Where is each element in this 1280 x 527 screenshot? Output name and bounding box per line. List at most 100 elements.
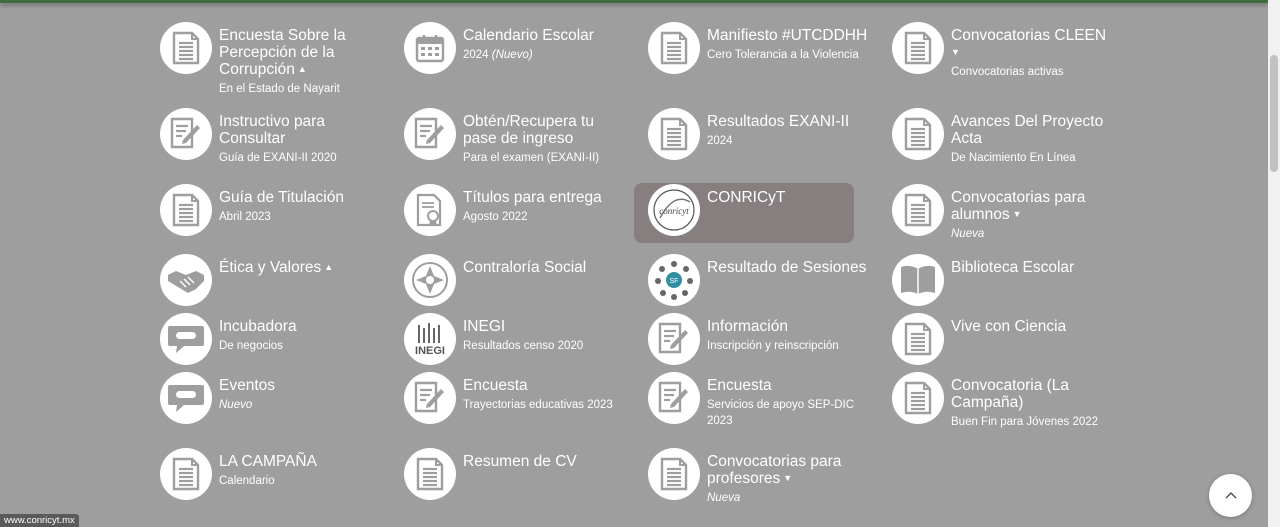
document-icon [904,117,932,151]
link-subtitle: Buen Fin para Jóvenes 2022 [951,416,1099,428]
link-subtitle: Resultados censo 2020 [463,340,584,352]
link-title: Encuesta [707,377,772,394]
link-subtitle: Guía de EXANI-II 2020 [219,152,337,164]
link-title: Resumen de CV [463,453,577,470]
link-title: Información [707,318,788,335]
link-title: Instructivo para Consultar [219,113,325,147]
link-item-manifiesto-utcddhh[interactable]: Manifiesto #UTCDDHH Cero Tolerancia a la … [648,22,878,82]
document-icon [904,381,932,415]
speech-bubble-icon [168,385,204,412]
link-icon-circle [648,313,700,365]
certificate-icon [416,193,442,227]
document-icon [660,117,688,151]
link-item-vive-con-ciencia[interactable]: Vive con Ciencia [892,313,1122,373]
link-icon-circle [160,22,212,74]
link-subtitle: Inscripción y reinscripción [707,340,839,352]
link-subtitle: 2024 [707,135,733,147]
caret-down-icon[interactable]: ▼ [783,473,793,483]
link-subtitle: Cero Tolerancia a la Violencia [707,49,859,61]
link-subtitle: Nuevo [219,399,253,411]
link-icon-circle [404,372,456,424]
link-subtitle: Nueva [951,228,985,240]
caret-down-icon[interactable]: ▼ [1012,209,1022,219]
link-icon-circle [404,184,456,236]
caret-up-icon[interactable]: ▲ [324,262,334,272]
link-icon-circle [404,108,456,160]
status-bar-url: www.conricyt.mx [0,514,79,527]
link-icon-circle [160,372,212,424]
link-item-obten-recupera-tu-pase-de-ingreso[interactable]: Obtén/Recupera tu pase de ingreso Para el … [404,108,634,168]
link-item-encuesta[interactable]: Encuesta Trayectorias educativas 2023 [404,372,634,432]
link-subtitle: Trayectorias educativas 2023 [463,399,613,411]
link-item-titulos-para-entrega[interactable]: Títulos para entrega Agosto 2022 [404,184,634,244]
link-item-resultado-de-sesiones[interactable]: SF Resultado de Sesiones [648,254,878,314]
link-item-convocatorias-para-alumnos[interactable]: Convocatorias para alumnos ▼ Nueva [892,184,1122,244]
edit-document-icon [170,117,200,149]
link-subtitle: Abril 2023 [219,211,271,223]
link-item-avances-del-proyecto-acta[interactable]: Avances Del Proyecto Acta De Nacimiento En… [892,108,1122,168]
conricyt-logo-icon: conricyt [653,189,695,231]
chevron-up-icon [1225,491,1236,498]
document-icon [172,457,200,491]
link-icon-circle [160,448,212,500]
calendar-icon [415,35,445,63]
link-title: INEGI [463,318,506,335]
scrollbar[interactable] [1268,0,1280,527]
link-icon-circle [892,254,944,306]
document-icon [904,193,932,227]
link-title: Biblioteca Escolar [951,259,1075,276]
link-icon-circle [160,184,212,236]
edit-document-icon [658,381,688,413]
people-circle-icon: SF [655,261,693,300]
link-item-conricyt[interactable]: conricyt CONRICyT [634,183,854,243]
link-item-incubadora[interactable]: Incubadora De negocios [160,313,390,373]
link-icon-circle: SF [648,254,700,306]
document-icon [416,457,444,491]
link-item-guia-de-titulacion[interactable]: Guía de Titulación Abril 2023 [160,184,390,244]
scrollbar-thumb[interactable] [1270,55,1278,172]
caret-up-icon[interactable]: ▲ [297,64,307,74]
link-item-encuesta-sobre-la-percepcion-de-la-corrupcion[interactable]: Encuesta Sobre la Percepción de la Corrupc… [160,22,390,95]
link-item-convocatoria-la-campana[interactable]: Convocatoria (La Campaña) Buen Fin para Jó… [892,372,1122,432]
link-title: Eventos [219,377,276,394]
link-title: Incubadora [219,318,297,335]
link-title: Encuesta [463,377,528,394]
link-item-instructivo-para-consultar[interactable]: Instructivo para Consultar Guía de EXANI-I… [160,108,390,168]
link-item-informacion[interactable]: Información Inscripción y reinscripción [648,313,878,373]
document-icon [904,322,932,356]
edit-document-icon [414,381,444,413]
link-item-calendario-escolar[interactable]: Calendario Escolar 2024 (Nuevo) [404,22,634,82]
link-item-la-campana[interactable]: LA CAMPAÑA Calendario [160,448,390,508]
top-navbar-edge [0,0,1268,3]
link-title: Avances Del Proyecto Acta [951,113,1104,147]
svg-text:SF: SF [670,278,679,285]
edit-document-icon [658,322,688,354]
link-item-resultados-exani-ii[interactable]: Resultados EXANI-II 2024 [648,108,878,168]
link-subtitle: Calendario [219,475,275,487]
link-item-contraloria-social[interactable]: Contraloría Social [404,254,634,314]
link-subtitle: Agosto 2022 [463,211,528,223]
link-icon-circle [648,448,700,500]
link-item-etica-y-valores[interactable]: Ética y Valores ▲ [160,254,390,314]
link-item-biblioteca-escolar[interactable]: Biblioteca Escolar [892,254,1122,314]
link-title: Títulos para entrega [463,189,602,206]
link-item-encuesta[interactable]: Encuesta Servicios de apoyo SEP-DIC 2023 [648,372,878,432]
social-watch-icon [412,262,448,298]
book-icon [901,265,935,294]
document-icon [172,31,200,65]
link-item-eventos[interactable]: Eventos Nuevo [160,372,390,432]
link-title: LA CAMPAÑA [219,453,317,470]
back-to-top-button[interactable] [1209,474,1252,517]
link-item-convocatorias-para-profesores[interactable]: Convocatorias para profesores ▼ Nueva [648,448,878,508]
link-item-resumen-de-cv[interactable]: Resumen de CV [404,448,634,508]
link-subtitle: Servicios de apoyo SEP-DIC 2023 [707,399,855,427]
link-title: Resultados EXANI-II [707,113,850,130]
link-title: Ética y Valores ▲ [219,259,334,276]
link-icon-circle: conricyt [648,184,700,236]
link-item-convocatorias-cleen[interactable]: Convocatorias CLEEN ▼ Convocatorias activa… [892,22,1122,82]
link-icon-circle [404,22,456,74]
handshake-icon [168,271,204,293]
link-subtitle: 2024 (Nuevo) [463,49,533,61]
caret-down-icon[interactable]: ▼ [951,47,960,57]
link-item-inegi[interactable]: INEGI INEGI Resultados censo 2020 [404,313,634,373]
